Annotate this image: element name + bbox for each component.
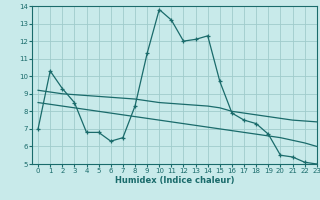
X-axis label: Humidex (Indice chaleur): Humidex (Indice chaleur) [115, 176, 234, 185]
